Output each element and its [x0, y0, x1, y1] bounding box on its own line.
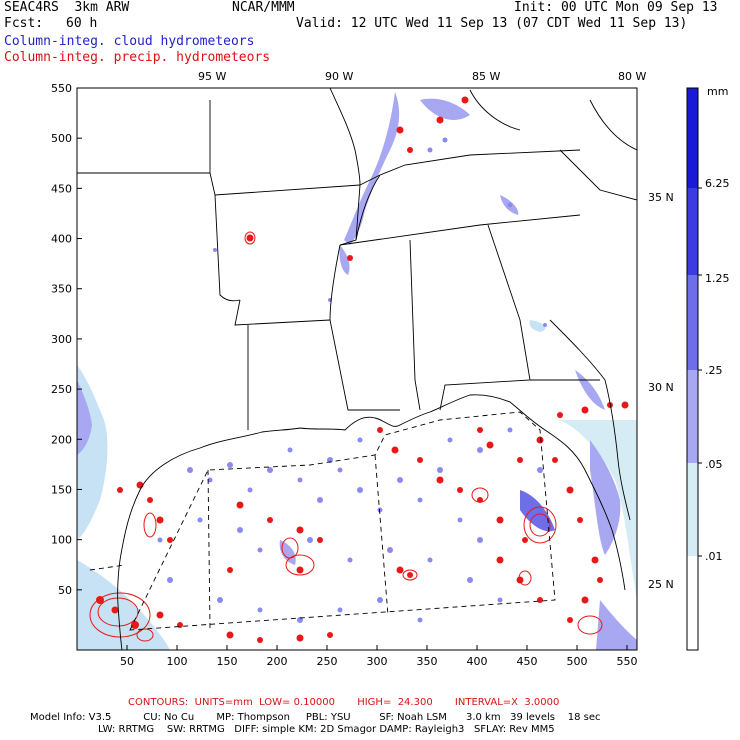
physics-info: LW: RRTMG SW: RRTMG DIFF: simple KM: 2D … [98, 724, 555, 735]
y-tick-label: 500 [51, 132, 72, 145]
lat-label: 25 N [648, 578, 674, 591]
y-tick-label: 150 [51, 483, 72, 496]
colorbar: mm 6.25 1.25 .25 .05 .01 [686, 85, 730, 651]
x-tick-label: 350 [417, 655, 438, 668]
colorbar-label: 1.25 [705, 272, 730, 285]
model-info: Model Info: V3.5 CU: No Cu MP: Thompson … [30, 712, 601, 723]
lat-label: 30 N [648, 381, 674, 394]
init-time: Init: 00 UTC Mon 09 Sep 13 [514, 0, 718, 15]
y-tick-label: 50 [58, 584, 72, 597]
colorbar-bin [687, 88, 698, 188]
colorbar-bin [687, 370, 698, 463]
cloud-shading [77, 92, 637, 650]
x-tick-label: 250 [317, 655, 338, 668]
x-tick-label: 150 [217, 655, 238, 668]
y-tick-label: 350 [51, 283, 72, 296]
lon-label: 80 W [618, 70, 646, 83]
plot-area [77, 88, 637, 650]
y-tick-label: 200 [51, 433, 72, 446]
x-tick-label: 200 [267, 655, 288, 668]
x-tick-label: 100 [167, 655, 188, 668]
map-content [77, 88, 637, 650]
lon-label: 90 W [325, 70, 353, 83]
colorbar-frame [686, 87, 699, 651]
colorbar-label: 6.25 [705, 177, 730, 190]
org-label: NCAR/MMM [232, 0, 295, 15]
x-tick-label: 500 [567, 655, 588, 668]
lat-label: 35 N [648, 191, 674, 204]
x-tick-label: 300 [367, 655, 388, 668]
y-tick-label: 450 [51, 182, 72, 195]
x-tick-label: 400 [467, 655, 488, 668]
colorbar-label: .25 [705, 364, 723, 377]
x-tick-label: 550 [617, 655, 638, 668]
colorbar-label: .01 [705, 550, 723, 563]
lon-label: 95 W [198, 70, 226, 83]
x-tick-label: 450 [517, 655, 538, 668]
lon-labels: 95 W 90 W 85 W 80 W [198, 70, 646, 83]
y-tick-label: 550 [51, 82, 72, 95]
forecast-label: Fcst: [4, 16, 44, 31]
colorbar-unit: mm [707, 85, 728, 98]
contour-info: CONTOURS: UNITS=mm LOW= 0.10000 HIGH= 24… [128, 697, 560, 708]
plot-frame [76, 87, 638, 651]
model-title: SEAC4RS 3km ARW [4, 0, 130, 15]
map-boundaries [77, 88, 637, 650]
domain-outline [89, 411, 556, 631]
lon-label: 85 W [472, 70, 500, 83]
colorbar-bin [687, 556, 698, 650]
colorbar-bin [687, 275, 698, 370]
valid-time: Valid: 12 UTC Wed 11 Sep 13 (07 CDT Wed … [296, 16, 688, 31]
field-cloud-label: Column-integ. cloud hydrometeors [4, 34, 255, 49]
y-tick-label: 250 [51, 383, 72, 396]
precip-cells [96, 96, 629, 643]
y-tick-label: 300 [51, 333, 72, 346]
lat-labels: 35 N 30 N 25 N [648, 191, 674, 591]
colorbar-label: .05 [705, 458, 723, 471]
x-tick-label: 50 [120, 655, 134, 668]
y-tick-label: 100 [51, 534, 72, 547]
field-precip-label: Column-integ. precip. hydrometeors [4, 50, 271, 65]
x-axis: 50 100 150 200 250 300 350 400 450 500 550 [120, 645, 638, 668]
y-axis: 550 500 450 400 350 300 250 200 150 100 50 [51, 82, 82, 597]
y-tick-label: 400 [51, 233, 72, 246]
forecast-hour: 60 h [66, 16, 98, 31]
colorbar-bin [687, 463, 698, 556]
colorbar-bin [687, 188, 698, 275]
